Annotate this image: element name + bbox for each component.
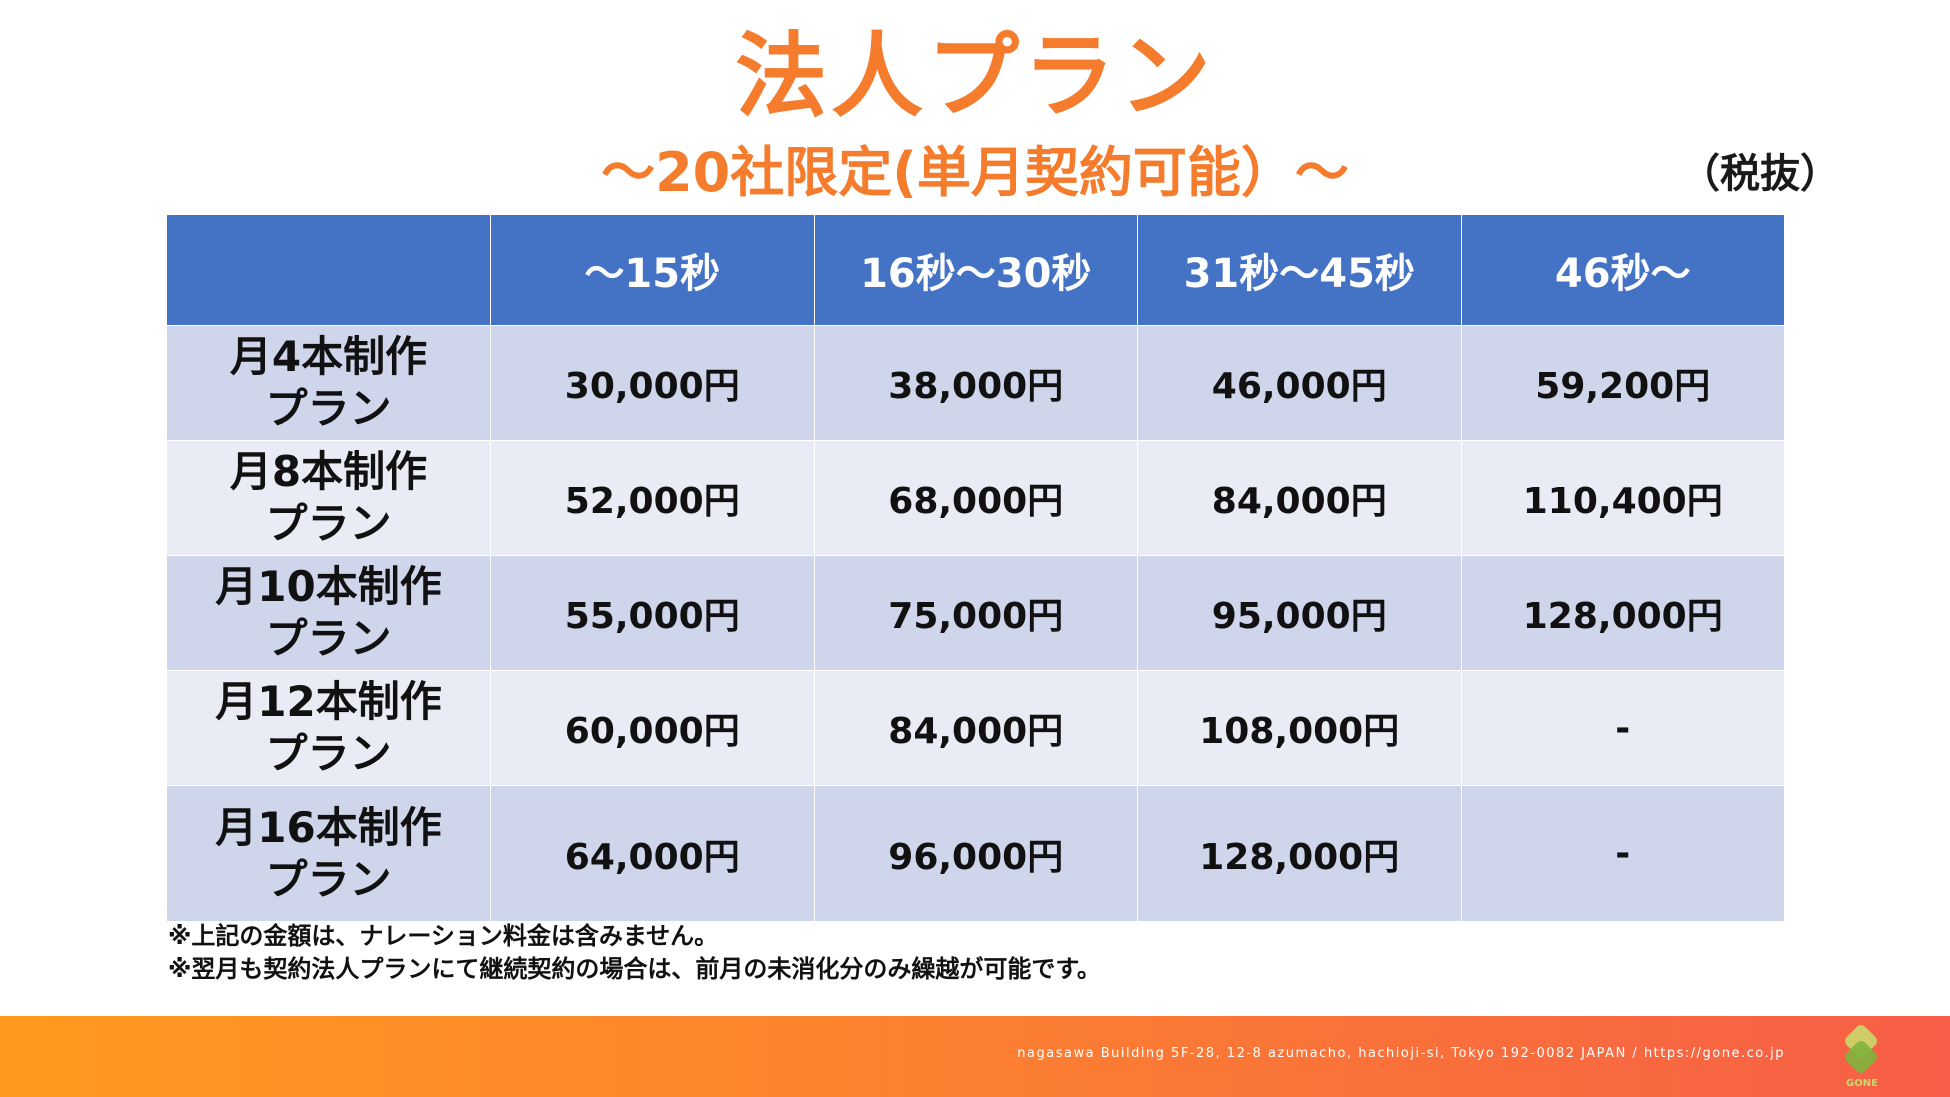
page-title: 法人プラン	[734, 23, 1215, 130]
header-cell-empty	[166, 214, 491, 326]
plan-name-line: 月8本制作	[229, 447, 428, 496]
table-row: 月4本制作 プラン 30,000円 38,000円 46,000円 59,200…	[166, 325, 1785, 441]
plan-name-line: 月10本制作	[215, 562, 442, 611]
logo-wordmark: GONE	[1846, 1078, 1878, 1089]
price-cell: 128,000円	[1137, 785, 1462, 922]
price-cell: 84,000円	[1137, 440, 1462, 556]
tax-note: （税抜）	[1680, 151, 1840, 197]
gone-logo-icon: GONE	[1845, 1025, 1878, 1089]
price-cell: 108,000円	[1137, 670, 1462, 786]
footer-bar: nagasawa Building 5F-28, 12-8 azumacho, …	[0, 1016, 1950, 1097]
header-cell-16-30s: 16秒〜30秒	[813, 214, 1138, 326]
table-row: 月12本制作 プラン 60,000円 84,000円 108,000円 -	[166, 670, 1785, 786]
table-header-row: 〜15秒 16秒〜30秒 31秒〜45秒 46秒〜	[166, 214, 1785, 326]
price-cell: 46,000円	[1137, 325, 1462, 441]
footnote-narration: ※上記の金額は、ナレーション料金は含みません。	[168, 922, 719, 950]
plan-name-cell: 月8本制作 プラン	[166, 440, 491, 556]
price-cell: 60,000円	[490, 670, 815, 786]
company-address: nagasawa Building 5F-28, 12-8 azumacho, …	[1017, 1046, 1785, 1061]
price-cell: 52,000円	[490, 440, 815, 556]
plan-name-line: プラン	[265, 614, 392, 663]
plan-name-line: 月12本制作	[215, 677, 442, 726]
header-cell-31-45s: 31秒〜45秒	[1137, 214, 1462, 326]
table-row: 月16本制作 プラン 64,000円 96,000円 128,000円 -	[166, 785, 1785, 922]
price-cell: 84,000円	[813, 670, 1138, 786]
footnotes: ※上記の金額は、ナレーション料金は含みません。 ※翌月も契約法人プランにて継続契…	[168, 920, 1101, 986]
price-cell: 75,000円	[813, 555, 1138, 671]
price-cell: 128,000円	[1460, 555, 1785, 671]
plan-name-cell: 月16本制作 プラン	[166, 785, 491, 922]
plan-name-cell: 月4本制作 プラン	[166, 325, 491, 441]
price-cell: 64,000円	[490, 785, 815, 922]
header-cell-46s: 46秒〜	[1460, 214, 1785, 326]
plan-name-line: プラン	[265, 384, 392, 433]
pricing-table: 〜15秒 16秒〜30秒 31秒〜45秒 46秒〜 月4本制作 プラン 30,0…	[166, 214, 1785, 922]
price-cell: -	[1460, 785, 1785, 922]
plan-name-line: プラン	[265, 729, 392, 778]
price-cell: 30,000円	[490, 325, 815, 441]
price-cell: 95,000円	[1137, 555, 1462, 671]
table-row: 月8本制作 プラン 52,000円 68,000円 84,000円 110,40…	[166, 440, 1785, 556]
price-cell: 59,200円	[1460, 325, 1785, 441]
header-cell-15s: 〜15秒	[490, 214, 815, 326]
price-cell: 55,000円	[490, 555, 815, 671]
plan-name-line: プラン	[265, 854, 392, 904]
footnote-carryover: ※翌月も契約法人プランにて継続契約の場合は、前月の未消化分のみ繰越が可能です。	[168, 955, 1101, 983]
table-row: 月10本制作 プラン 55,000円 75,000円 95,000円 128,0…	[166, 555, 1785, 671]
price-cell: 110,400円	[1460, 440, 1785, 556]
price-cell: -	[1460, 670, 1785, 786]
plan-name-cell: 月12本制作 プラン	[166, 670, 491, 786]
plan-name-line: 月16本制作	[215, 802, 442, 852]
page-subtitle: 〜20社限定(単月契約可能）〜	[601, 141, 1349, 204]
price-cell: 96,000円	[813, 785, 1138, 922]
plan-name-cell: 月10本制作 プラン	[166, 555, 491, 671]
price-cell: 68,000円	[813, 440, 1138, 556]
price-cell: 38,000円	[813, 325, 1138, 441]
plan-name-line: プラン	[265, 499, 392, 548]
plan-name-line: 月4本制作	[229, 332, 428, 381]
